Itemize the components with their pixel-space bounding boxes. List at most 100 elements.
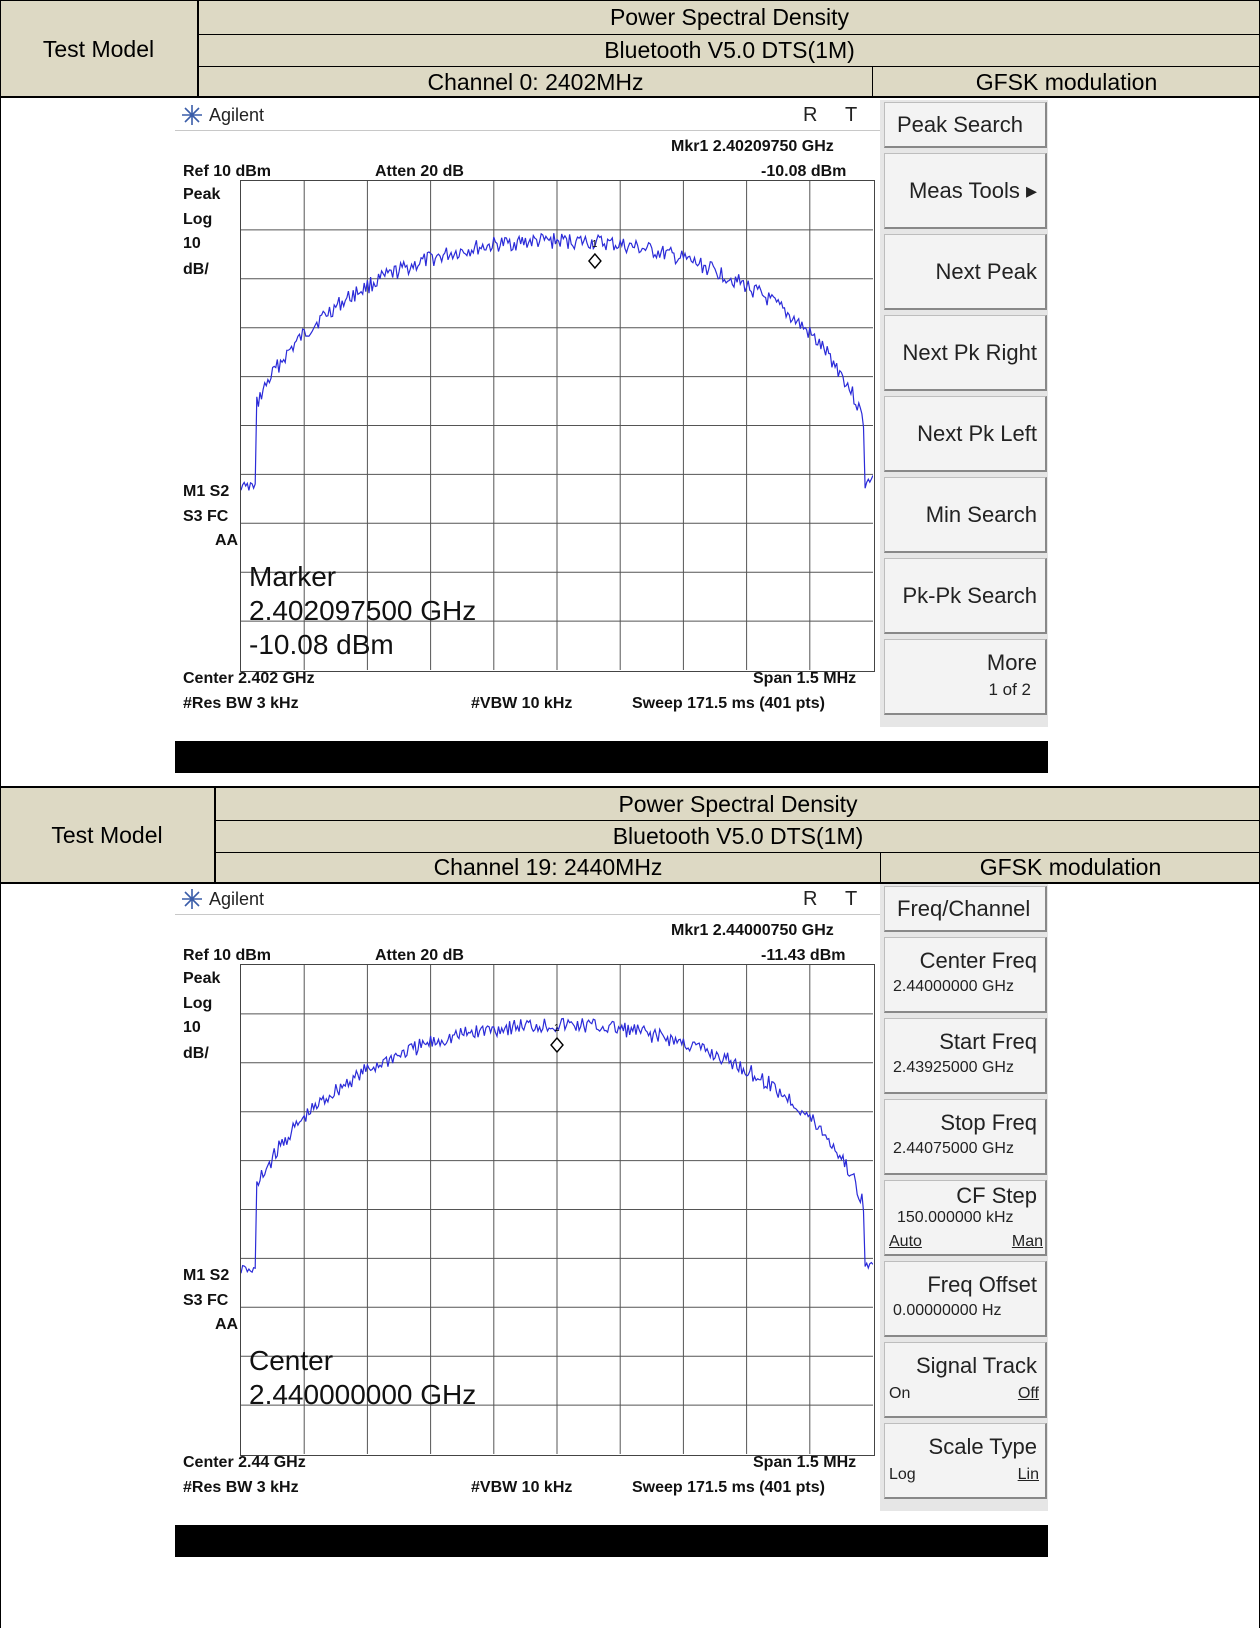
softkey-scale-type[interactable]: Scale Type Log Lin [884,1423,1047,1499]
trace-plot: 1 [241,965,873,1454]
softkey-text: Next Peak [935,258,1038,284]
scale-10: 10 [183,1019,201,1036]
status-s3-fc: S3 FC [183,508,229,525]
psd-title: Power Spectral Density [609,3,850,30]
softkey-text: More [986,650,1037,675]
overlay-line-2: 2.402097500 GHz [249,595,477,626]
status-s3-fc: S3 FC [183,1292,229,1309]
marker-number: 1 [592,239,598,250]
scale-10: 10 [183,235,201,252]
status-aa: AA [215,532,239,549]
sweep: Sweep 171.5 ms (401 pts) [632,695,825,712]
trace-plot: 1 [241,181,873,670]
softkey-text: Meas Tools ▸ [908,177,1037,203]
softkey-text: CF Step [956,1183,1037,1208]
channel-label: Channel 0: 2402MHz [427,68,644,95]
softkey-text: On [889,1385,911,1402]
span: Span 1.5 MHz [753,670,857,687]
softkey-text: 2.43925000 GHz [893,1059,1014,1076]
flag-r: R [803,888,818,910]
span: Span 1.5 MHz [753,1454,857,1471]
softkey-stop-freq[interactable]: Stop Freq 2.44075000 GHz [884,1099,1047,1175]
softkey-text: Freq Offset [927,1272,1037,1297]
softkey-center-freq[interactable]: Center Freq 2.44000000 GHz [884,937,1047,1013]
plot-grid: 1 Center 2.440000000 GHz [240,964,875,1456]
scale-db: dB/ [183,1045,209,1062]
channel-label: Channel 19: 2440MHz [433,854,663,880]
softkey-next-peak[interactable]: Next Peak [884,234,1047,310]
agilent-logo: Agilent [181,104,264,126]
marker-readout-freq: Mkr1 2.44000750 GHz [671,922,834,939]
softkey-text: Scale Type [928,1434,1037,1459]
softkey-start-freq[interactable]: Start Freq 2.43925000 GHz [884,1018,1047,1094]
softkey-text: Start Freq [939,1029,1037,1054]
marker-number: 1 [554,1023,560,1034]
softkey-text: Lin [1017,1466,1039,1483]
scale-db: dB/ [183,261,209,278]
softkey-text: Off [1017,1385,1039,1402]
softkey-text: Freq/Channel [897,895,1031,921]
softkey-next-pk-right[interactable]: Next Pk Right [884,315,1047,391]
scale-peak: Peak [183,186,221,203]
spectrum-analyzer-screen: Agilent R T Mkr1 2.44000750 GHz -11.43 d… [175,884,1048,1557]
softkey-text: Stop Freq [940,1110,1037,1135]
header-bg [0,0,1260,98]
softkey-panel: Freq/Channel Center Freq 2.44000000 GHz Sta… [880,884,1048,1511]
marker-readout-freq: Mkr1 2.40209750 GHz [671,138,834,155]
spectrum-trace [241,232,873,491]
softkey-text: Peak Search [897,111,1023,137]
softkey-pk-pk-search[interactable]: Pk-Pk Search [884,558,1047,634]
softkey-text: 150.000000 kHz [897,1209,1014,1226]
agilent-logo: Agilent [181,888,264,910]
ref-level: Ref 10 dBm [183,163,272,180]
sweep: Sweep 171.5 ms (401 pts) [632,1479,825,1496]
mode-label: Bluetooth V5.0 DTS(1M) [612,822,864,849]
marker-diamond-icon [550,1036,564,1054]
status-aa: AA [215,1316,239,1333]
status-m1-s2: M1 S2 [183,483,230,500]
softkey-cf-step[interactable]: CF Step 150.000000 kHz Auto Man [884,1180,1047,1256]
marker-readout-level: -11.43 dBm [761,947,846,964]
marker-readout-level: -10.08 dBm [761,163,847,180]
softkey-text: Center Freq [919,948,1037,973]
overlay-line-1: Center [249,1345,334,1376]
softkey-freq-channel[interactable]: Freq/Channel [884,886,1047,932]
softkey-more[interactable]: More 1 of 2 [884,639,1047,715]
res-bw: #Res BW 3 kHz [183,1479,299,1496]
agilent-spark-icon [182,889,202,909]
flag-r: R [803,104,818,126]
status-bar [175,1525,1048,1557]
psd-title: Power Spectral Density [618,790,858,817]
softkey-text: 0.00000000 Hz [893,1302,1002,1319]
softkey-text: Man [1011,1233,1043,1250]
softkey-freq-offset[interactable]: Freq Offset 0.00000000 Hz [884,1261,1047,1337]
modulation-label: GFSK modulation [975,68,1158,95]
softkey-min-search[interactable]: Min Search [884,477,1047,553]
scale-log: Log [183,995,213,1012]
vbw: #VBW 10 kHz [471,1479,573,1496]
spectrum-analyzer-screen: Agilent R T Mkr1 2.40209750 GHz -10.08 d… [175,100,1048,773]
softkey-signal-track[interactable]: Signal Track On Off [884,1342,1047,1418]
status-bar [175,741,1048,773]
softkey-text: Next Pk Left [917,420,1037,446]
ref-level: Ref 10 dBm [183,947,272,964]
res-bw: #Res BW 3 kHz [183,695,299,712]
overlay-line-1: Marker [249,561,337,592]
test-model-label: Test Model [51,822,163,848]
softkey-text: Log [889,1466,916,1483]
softkey-text: 2.44075000 GHz [893,1140,1014,1157]
center-freq: Center 2.44 GHz [183,1454,306,1471]
status-m1-s2: M1 S2 [183,1267,230,1284]
softkey-peak-search[interactable]: Peak Search [884,102,1047,148]
softkey-next-pk-left[interactable]: Next Pk Left [884,396,1047,472]
modulation-label: GFSK modulation [979,854,1162,880]
softkey-text: Auto [889,1233,922,1250]
attenuation: Atten 20 dB [375,947,464,964]
flag-t: T [845,104,858,126]
softkey-text: Min Search [925,501,1037,527]
brand-label: Agilent [209,104,265,125]
softkey-meas-tools[interactable]: Meas Tools ▸ [884,153,1047,229]
agilent-spark-icon [182,105,202,125]
spectrum-trace [241,1017,873,1274]
plot-grid: 1 Marker 2.402097500 GHz -10.08 dBm [240,180,875,672]
